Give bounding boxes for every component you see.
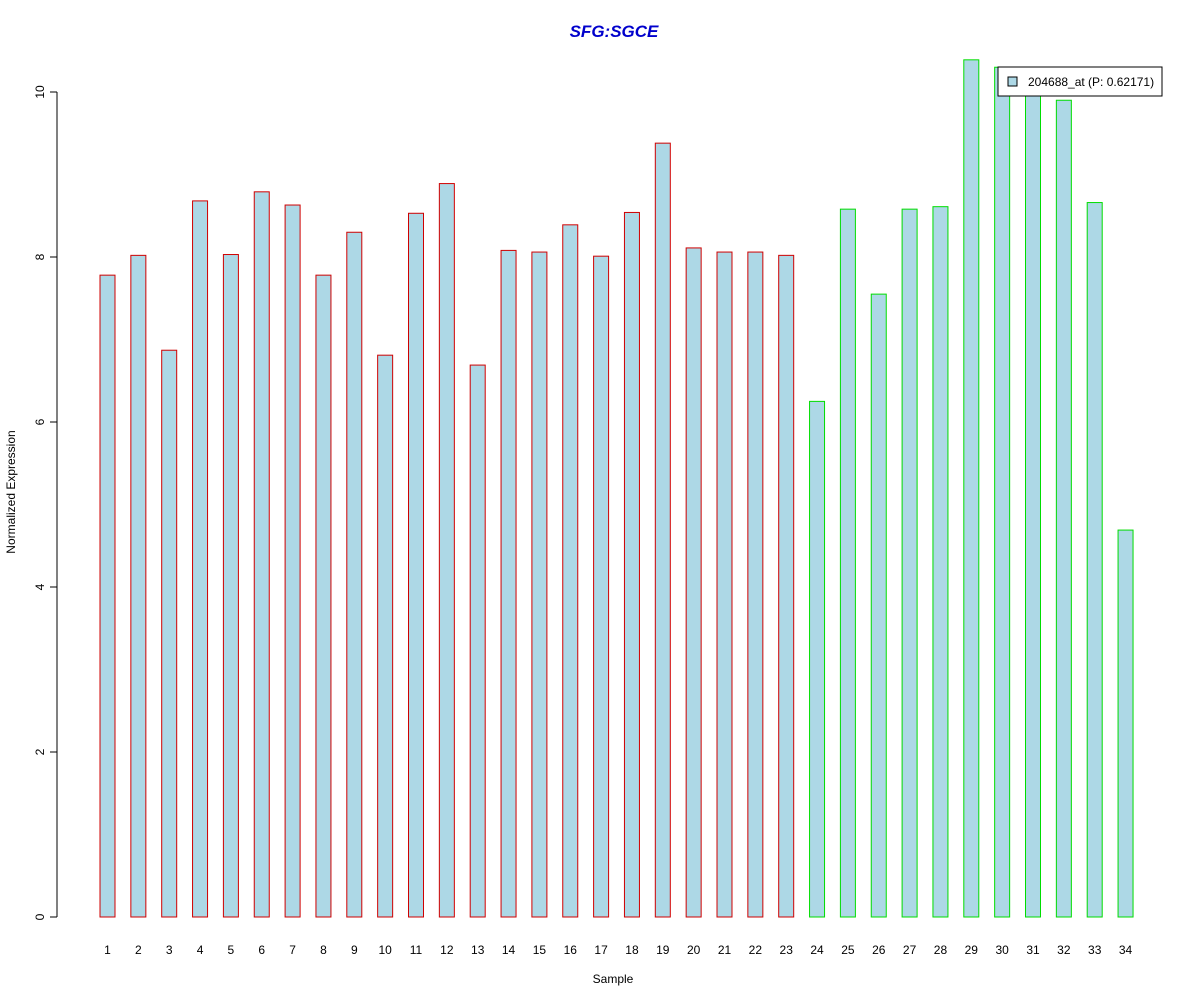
x-tick-label: 29	[965, 943, 979, 957]
x-tick-label: 20	[687, 943, 701, 957]
x-tick-label: 8	[320, 943, 327, 957]
x-axis-tick-labels: 1 2 3 4 5 6 7 8 9 10 11 12 13 14 15 16 17 18 19 20 21 22 23 24 2…	[104, 943, 1132, 957]
x-tick-label: 10	[378, 943, 392, 957]
bar-sample-11	[408, 212, 424, 918]
legend: 204688_at (P: 0.62171)	[997, 66, 1163, 97]
bar-sample-17	[593, 255, 610, 918]
x-tick-label: 27	[903, 943, 917, 957]
bar-sample-3	[161, 349, 178, 918]
bar-sample-2	[130, 254, 147, 918]
x-tick-label: 34	[1119, 943, 1133, 957]
bar-sample-22	[747, 251, 764, 918]
bar-sample-19	[654, 142, 671, 918]
bar-sample-30	[994, 66, 1011, 918]
x-tick-label: 21	[718, 943, 732, 957]
x-tick-label: 23	[780, 943, 794, 957]
x-tick-label: 16	[564, 943, 578, 957]
bars	[99, 59, 1134, 918]
y-tick-label: 10	[33, 85, 47, 99]
bar-sample-15	[531, 251, 548, 918]
legend-swatch	[1007, 76, 1018, 87]
y-tick-label: 0	[33, 913, 47, 920]
x-tick-label: 5	[228, 943, 235, 957]
bar-sample-33	[1086, 202, 1103, 918]
bar-sample-1	[99, 274, 116, 918]
x-tick-label: 18	[625, 943, 639, 957]
y-tick-label: 4	[33, 583, 47, 590]
bar-sample-31	[1025, 83, 1041, 918]
bar-sample-34	[1117, 529, 1134, 918]
y-tick-label: 8	[33, 253, 47, 260]
bar-sample-16	[562, 224, 579, 918]
x-tick-label: 4	[197, 943, 204, 957]
y-axis: 0 2 4 6 8 10	[33, 85, 58, 920]
bar-sample-6	[253, 191, 270, 918]
x-tick-label: 9	[351, 943, 358, 957]
legend-label: 204688_at (P: 0.62171)	[1028, 75, 1154, 89]
bar-sample-4	[192, 200, 209, 918]
x-tick-label: 13	[471, 943, 485, 957]
x-tick-label: 12	[440, 943, 454, 957]
bar-sample-29	[963, 59, 980, 918]
x-tick-label: 15	[533, 943, 547, 957]
bar-sample-9	[346, 231, 363, 918]
x-tick-label: 19	[656, 943, 670, 957]
x-tick-label: 30	[995, 943, 1009, 957]
x-tick-label: 1	[104, 943, 111, 957]
x-axis-label: Sample	[593, 972, 634, 986]
bar-sample-8	[315, 274, 332, 918]
x-tick-label: 14	[502, 943, 516, 957]
x-tick-label: 33	[1088, 943, 1102, 957]
bar-sample-20	[685, 247, 702, 918]
bar-sample-27	[901, 208, 918, 918]
bar-sample-7	[284, 204, 301, 918]
x-tick-label: 31	[1026, 943, 1040, 957]
bar-sample-10	[377, 354, 394, 918]
x-tick-label: 11	[410, 943, 423, 957]
y-axis-label: Normalized Expression	[4, 430, 18, 553]
x-tick-label: 7	[289, 943, 296, 957]
legend-box	[997, 66, 1163, 97]
y-tick-label: 6	[33, 418, 47, 425]
x-tick-label: 17	[594, 943, 608, 957]
x-tick-label: 6	[258, 943, 265, 957]
bar-sample-24	[809, 400, 826, 918]
bar-sample-5	[222, 254, 239, 918]
bar-sample-18	[623, 211, 640, 918]
bar-sample-13	[469, 364, 486, 918]
x-tick-label: 3	[166, 943, 173, 957]
bar-sample-12	[438, 183, 455, 918]
x-tick-label: 28	[934, 943, 948, 957]
chart-title: SFG:SGCE	[570, 22, 659, 41]
bar-sample-25	[839, 208, 856, 918]
x-tick-label: 22	[749, 943, 763, 957]
x-tick-label: 24	[810, 943, 824, 957]
bar-sample-28	[932, 206, 949, 918]
bar-sample-26	[870, 293, 887, 918]
x-tick-label: 32	[1057, 943, 1071, 957]
x-tick-label: 25	[841, 943, 855, 957]
bar-sample-21	[716, 251, 733, 918]
x-tick-label: 26	[872, 943, 886, 957]
bar-sample-32	[1055, 99, 1072, 918]
y-tick-label: 2	[33, 748, 47, 755]
bar-sample-14	[500, 249, 517, 918]
x-tick-label: 2	[135, 943, 142, 957]
bar-sample-23	[778, 254, 795, 918]
